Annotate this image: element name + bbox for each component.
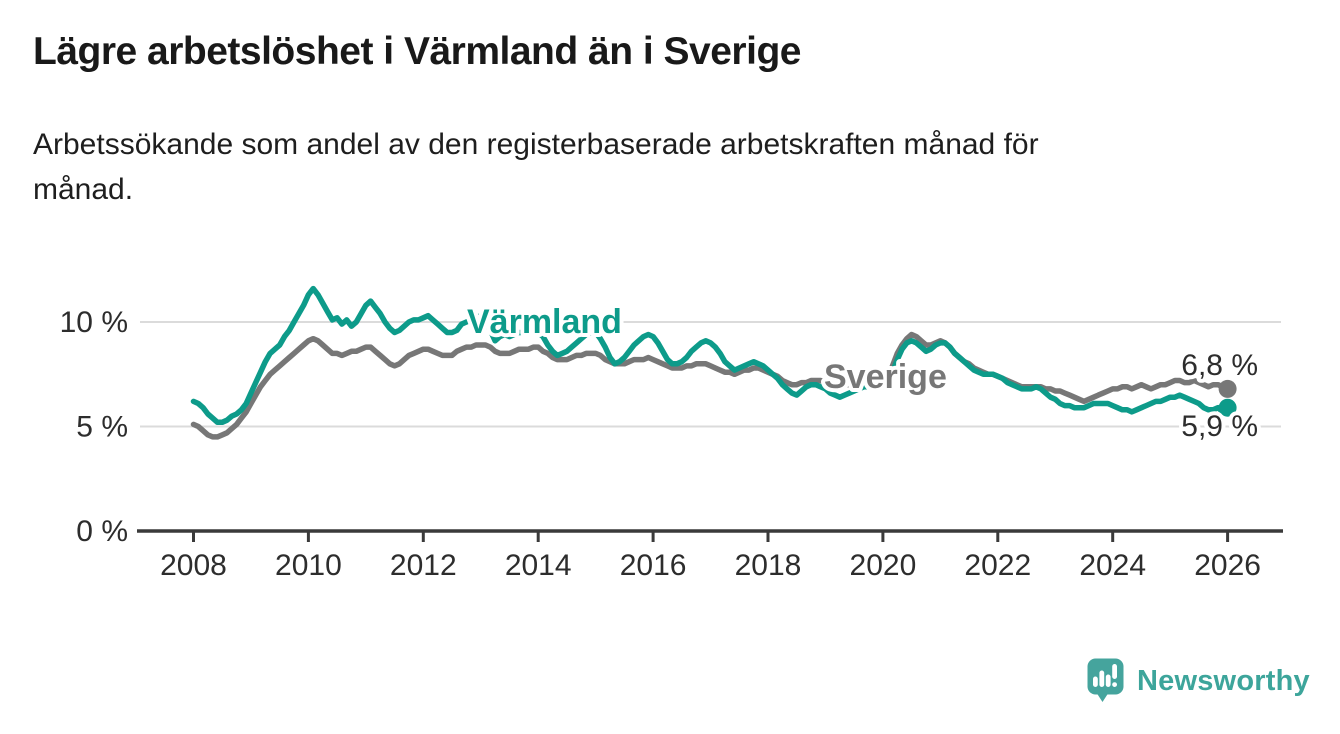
y-tick-label: 5 % xyxy=(76,411,128,444)
page-subtitle: Arbetssökande som andel av den registerb… xyxy=(33,128,1039,206)
x-tick-label: 2018 xyxy=(735,549,802,582)
x-tick-label: 2010 xyxy=(275,549,342,582)
series-end-value-sverige: 6,8 % xyxy=(1181,349,1258,382)
x-tick-label: 2024 xyxy=(1079,549,1146,582)
x-tick-label: 2020 xyxy=(850,549,917,582)
newsworthy-logo: Newsworthy xyxy=(1086,657,1310,704)
x-tick-label: 2022 xyxy=(964,549,1031,582)
page-title: Lägre arbetslöshet i Värmland än i Sveri… xyxy=(33,30,801,73)
series-line-värmland xyxy=(190,285,1231,426)
series-end-dot-sverige xyxy=(1218,379,1237,398)
x-tick-label: 2016 xyxy=(620,549,687,582)
y-tick-label: 0 % xyxy=(76,515,128,548)
series-end-dot-värmland xyxy=(1218,398,1237,417)
x-tick-label: 2008 xyxy=(160,549,227,582)
x-tick-label: 2014 xyxy=(505,549,572,582)
newsworthy-wordmark: Newsworthy xyxy=(1137,665,1310,697)
series-end-value-värmland: 5,9 % xyxy=(1181,410,1258,443)
series-label-värmland: Värmland xyxy=(467,303,622,341)
x-tick-label: 2026 xyxy=(1194,549,1261,582)
bar-chart-icon xyxy=(1093,664,1117,687)
series-line-sverige xyxy=(190,331,1231,440)
x-tick-label: 2012 xyxy=(390,549,457,582)
series-label-sverige: Sverige xyxy=(824,358,947,396)
newsworthy-logo-icon xyxy=(1087,658,1124,702)
y-tick-label: 10 % xyxy=(60,306,128,339)
